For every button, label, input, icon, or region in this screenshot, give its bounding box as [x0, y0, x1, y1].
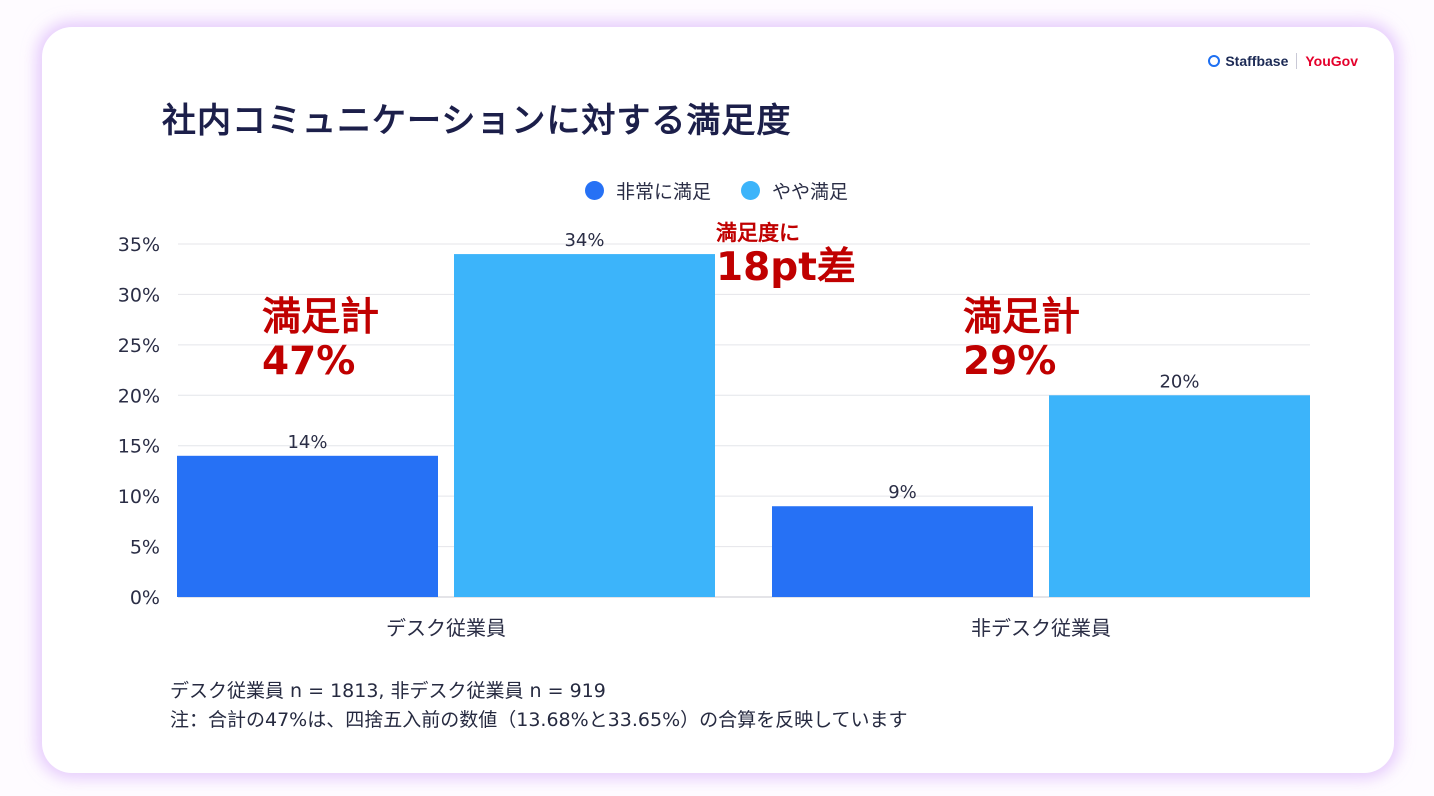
desk-total-value: 47%	[262, 338, 356, 384]
bar	[454, 254, 715, 598]
data-label: 9%	[888, 482, 917, 503]
bar	[772, 506, 1033, 597]
staffbase-logo-icon	[1208, 55, 1221, 67]
bar	[1049, 395, 1310, 597]
y-tick-label: 30%	[118, 284, 160, 306]
data-label: 20%	[1159, 371, 1199, 392]
desk-total-annotation: 満足計 47%	[262, 296, 379, 383]
y-tick-label: 10%	[118, 486, 160, 508]
footnote-rounding-note: 注：合計の47%は、四捨五入前の数値（13.68%と33.65%）の合算を反映し…	[170, 708, 908, 731]
legend-item-very-satisfied: 非常に満足	[585, 177, 711, 204]
footnote: デスク従業員 n = 1813, 非デスク従業員 n = 919 注：合計の47…	[170, 677, 908, 734]
legend-swatch-very-satisfied	[585, 181, 604, 200]
gap-value: 18pt差	[716, 244, 856, 290]
data-label: 34%	[564, 230, 604, 251]
y-tick-label: 20%	[118, 385, 160, 407]
desk-total-label: 満足計	[262, 295, 380, 340]
chart-title: 社内コミュニケーションに対する満足度	[162, 101, 792, 141]
y-tick-label: 15%	[118, 436, 160, 458]
brand-logos: Staffbase YouGov	[1208, 53, 1358, 69]
y-tick-label: 35%	[118, 234, 160, 256]
brand-divider	[1296, 53, 1298, 69]
gap-annotation: 満足度に 18pt差	[716, 221, 856, 290]
y-tick-label: 5%	[130, 537, 160, 559]
nondesk-total-label: 満足計	[963, 295, 1081, 340]
x-category-label: デスク従業員	[386, 616, 506, 640]
legend-swatch-somewhat-satisfied	[741, 181, 761, 200]
nondesk-total-value: 29%	[963, 338, 1057, 384]
legend-label-very-satisfied: 非常に満足	[616, 181, 712, 203]
legend-label-somewhat-satisfied: やや満足	[772, 181, 849, 203]
y-tick-label: 25%	[118, 335, 160, 357]
nondesk-total-annotation: 満足計 29%	[963, 296, 1080, 383]
gap-label: 満足度に	[716, 221, 800, 245]
staffbase-logo: Staffbase	[1225, 53, 1289, 69]
data-label: 14%	[287, 432, 327, 453]
x-category-label: 非デスク従業員	[971, 616, 1111, 640]
y-tick-label: 0%	[130, 587, 160, 609]
yougov-logo: YouGov	[1305, 53, 1358, 69]
legend-item-somewhat-satisfied: やや満足	[741, 177, 848, 204]
bar	[177, 455, 438, 597]
footnote-sample-size: デスク従業員 n = 1813, 非デスク従業員 n = 919	[170, 680, 606, 702]
chart-legend: 非常に満足 やや満足	[585, 177, 878, 204]
